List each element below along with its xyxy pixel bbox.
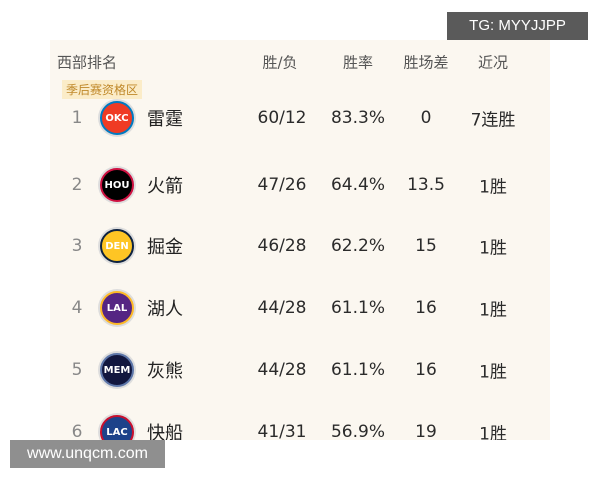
column-header: 胜场差 — [403, 53, 449, 72]
standings-table: 季后赛资格区 西部排名 胜/负 胜率 胜场差 近况 1 OKC 雷霆 60/12 83.3% 0 7连… — [50, 40, 550, 440]
rank: 4 — [71, 298, 83, 318]
team-logo: LAL — [100, 291, 134, 325]
team-name: 掘金 — [147, 237, 183, 258]
rank: 5 — [71, 360, 83, 380]
streak: 1胜 — [479, 300, 507, 321]
team-logo: OKC — [100, 101, 134, 135]
column-header: 胜/负 — [262, 53, 298, 72]
streak: 1胜 — [479, 177, 507, 198]
tg-watermark: TG: MYYJJPP — [447, 12, 588, 40]
win-pct: 62.2% — [330, 236, 386, 256]
team-name: 快船 — [147, 423, 183, 440]
win-pct: 64.4% — [330, 175, 386, 195]
team-name: 湖人 — [147, 299, 183, 320]
column-header: 西部排名 — [56, 53, 118, 72]
team-name: 火箭 — [147, 176, 183, 197]
win-loss: 60/12 — [257, 108, 307, 128]
rank: 6 — [71, 422, 83, 440]
rank: 1 — [71, 108, 83, 128]
win-pct: 56.9% — [330, 422, 386, 440]
site-watermark: www.unqcm.com — [10, 440, 165, 468]
column-header: 近况 — [477, 53, 509, 72]
games-behind: 15 — [415, 236, 437, 256]
team-name: 雷霆 — [147, 109, 183, 130]
win-pct: 83.3% — [330, 108, 386, 128]
streak: 1胜 — [479, 424, 507, 441]
rank: 3 — [71, 236, 83, 256]
win-loss: 44/28 — [257, 298, 307, 318]
team-logo: DEN — [100, 229, 134, 263]
playoff-badge: 季后赛资格区 — [62, 80, 143, 99]
games-behind: 16 — [415, 298, 437, 318]
games-behind: 13.5 — [407, 175, 445, 195]
team-logo: MEM — [100, 353, 134, 387]
streak: 1胜 — [479, 238, 507, 259]
win-loss: 41/31 — [257, 422, 307, 440]
team-logo: LAC — [100, 415, 134, 440]
streak: 1胜 — [479, 362, 507, 383]
win-loss: 46/28 — [257, 236, 307, 256]
win-loss: 47/26 — [257, 175, 307, 195]
games-behind: 16 — [415, 360, 437, 380]
games-behind: 0 — [420, 108, 432, 128]
games-behind: 19 — [415, 422, 437, 440]
streak: 7连胜 — [470, 110, 516, 131]
rank: 2 — [71, 175, 83, 195]
team-name: 灰熊 — [147, 361, 183, 382]
win-loss: 44/28 — [257, 360, 307, 380]
column-header: 胜率 — [342, 53, 374, 72]
win-pct: 61.1% — [330, 298, 386, 318]
win-pct: 61.1% — [330, 360, 386, 380]
team-logo: HOU — [100, 168, 134, 202]
